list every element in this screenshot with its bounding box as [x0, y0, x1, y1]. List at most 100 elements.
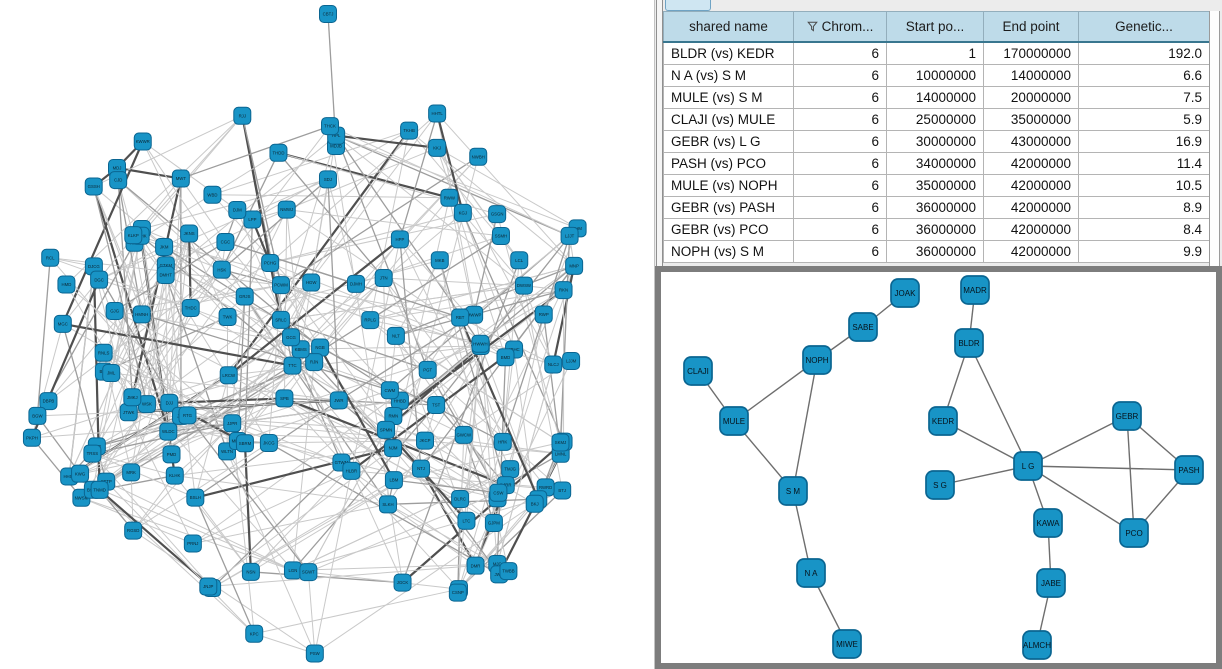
network-node[interactable]: LPP	[243, 210, 262, 229]
network-node[interactable]: HSK	[212, 260, 231, 279]
cell-value[interactable]: 6	[793, 218, 887, 241]
network-edge[interactable]	[190, 262, 271, 309]
network-node[interactable]: LCL	[510, 251, 529, 270]
column-header-end-point[interactable]: End point	[983, 11, 1079, 43]
network-edge[interactable]	[284, 239, 401, 399]
network-edge[interactable]	[62, 322, 293, 367]
detail-node-noph[interactable]: NOPH	[802, 345, 832, 375]
detail-edge-GEBR-PCO[interactable]	[1126, 415, 1135, 534]
detail-node-mule[interactable]: MULE	[719, 406, 749, 436]
network-edge[interactable]	[96, 241, 226, 447]
cell-value[interactable]: 1	[886, 41, 984, 65]
table-scrollbar[interactable]	[1209, 11, 1220, 266]
network-edge[interactable]	[93, 186, 182, 417]
main-network-panel[interactable]: CBTJMDJBMDJRNLSTPDSRWWTMJGJKMDBPBSTTPPCH…	[0, 0, 655, 669]
network-node[interactable]: JGCK	[393, 573, 412, 592]
network-node[interactable]: CJD	[109, 171, 128, 190]
network-edge[interactable]	[128, 411, 246, 444]
network-node[interactable]: JNJP	[199, 577, 218, 596]
network-edge[interactable]	[462, 212, 525, 286]
network-edge[interactable]	[399, 113, 438, 240]
cell-value[interactable]: 36000000	[886, 240, 984, 263]
network-node[interactable]: LGN	[283, 561, 302, 580]
network-edge[interactable]	[496, 213, 561, 443]
detail-node-claji[interactable]: CLAJI	[683, 356, 713, 386]
cell-value[interactable]: 6	[793, 130, 887, 153]
network-edge[interactable]	[448, 197, 475, 315]
network-edge[interactable]	[270, 213, 498, 264]
cell-value[interactable]: 6	[793, 108, 887, 131]
network-edge[interactable]	[319, 347, 395, 481]
network-node[interactable]: TRSS	[83, 444, 102, 463]
network-edge[interactable]	[36, 415, 81, 475]
network-edge[interactable]	[98, 279, 191, 309]
cell-value[interactable]: 42000000	[983, 152, 1079, 175]
detail-node-kawa[interactable]: KAWA	[1033, 508, 1063, 538]
network-node[interactable]: RGSD	[124, 521, 143, 540]
cell-value[interactable]: 192.0	[1078, 41, 1210, 65]
network-node[interactable]: KLKP	[124, 226, 143, 245]
network-edge[interactable]	[195, 447, 394, 499]
cell-shared-name[interactable]: GEBR (vs) PCO	[663, 218, 794, 241]
network-node[interactable]: NSN	[241, 562, 260, 581]
network-edge[interactable]	[327, 179, 340, 401]
network-node[interactable]: HHTL	[428, 104, 447, 123]
network-node[interactable]: SRLC	[271, 310, 290, 329]
detail-node-almch[interactable]: ALMCH	[1022, 630, 1052, 660]
cell-value[interactable]: 6.6	[1078, 64, 1210, 87]
network-node[interactable]: JMKJ	[123, 388, 142, 407]
network-edge[interactable]	[132, 530, 316, 654]
network-node[interactable]: BMD	[496, 348, 515, 367]
network-edge[interactable]	[389, 335, 397, 391]
network-node[interactable]: JKNS	[180, 224, 199, 243]
network-node[interactable]: KWG	[71, 464, 90, 483]
detail-node-pco[interactable]: PCO	[1119, 518, 1149, 548]
network-edge[interactable]	[141, 313, 391, 391]
network-edge[interactable]	[457, 441, 504, 593]
network-edge[interactable]	[395, 335, 467, 521]
network-edge[interactable]	[496, 364, 554, 565]
network-node[interactable]: MNP	[565, 256, 584, 275]
network-node[interactable]: PRNJ	[183, 534, 202, 553]
network-edge[interactable]	[254, 633, 315, 654]
network-node[interactable]: SPMN	[377, 420, 396, 439]
network-node[interactable]: JKCG	[259, 433, 278, 452]
network-node[interactable]: GCG	[282, 328, 301, 347]
network-edge[interactable]	[336, 134, 438, 149]
network-edge[interactable]	[335, 135, 578, 229]
network-edge[interactable]	[420, 468, 499, 494]
network-node[interactable]: RKN	[554, 281, 573, 300]
network-node[interactable]: KKJ	[428, 138, 447, 157]
network-node[interactable]: THDC	[181, 299, 200, 318]
network-node[interactable]: RCL	[41, 248, 60, 267]
network-node[interactable]: LBM	[384, 471, 403, 490]
network-node[interactable]: PCHG	[261, 254, 280, 273]
detail-network-panel[interactable]: JOAK SABE NOPH CLAJI MULE KEDR MADR BLDR GEBR L G…	[655, 266, 1222, 669]
network-edge[interactable]	[79, 473, 255, 635]
network-edge[interactable]	[50, 257, 191, 309]
network-node[interactable]: HGW	[302, 273, 321, 292]
column-header-chrom---[interactable]: Chrom...	[793, 11, 887, 43]
network-edge[interactable]	[335, 135, 570, 237]
cell-value[interactable]: 25000000	[886, 108, 984, 131]
network-edge[interactable]	[329, 125, 570, 237]
network-edge[interactable]	[427, 289, 564, 371]
cell-value[interactable]: 42000000	[983, 196, 1079, 219]
network-edge[interactable]	[130, 472, 134, 531]
network-node[interactable]: RJJ	[233, 106, 252, 125]
network-edge[interactable]	[141, 115, 243, 230]
network-edge[interactable]	[399, 239, 422, 469]
network-node[interactable]: CBTJ	[319, 5, 337, 23]
detail-node-s-g[interactable]: S G	[925, 470, 955, 500]
network-edge[interactable]	[338, 314, 475, 401]
network-edge[interactable]	[292, 365, 395, 481]
cell-value[interactable]: 6	[793, 86, 887, 109]
network-edge[interactable]	[401, 440, 565, 584]
network-edge[interactable]	[401, 259, 520, 583]
detail-node-l-g[interactable]: L G	[1013, 451, 1043, 481]
network-edge[interactable]	[192, 470, 352, 544]
network-node[interactable]: JML	[102, 363, 121, 382]
network-edge[interactable]	[436, 113, 464, 214]
network-edge[interactable]	[327, 179, 357, 285]
network-edge[interactable]	[228, 374, 461, 500]
